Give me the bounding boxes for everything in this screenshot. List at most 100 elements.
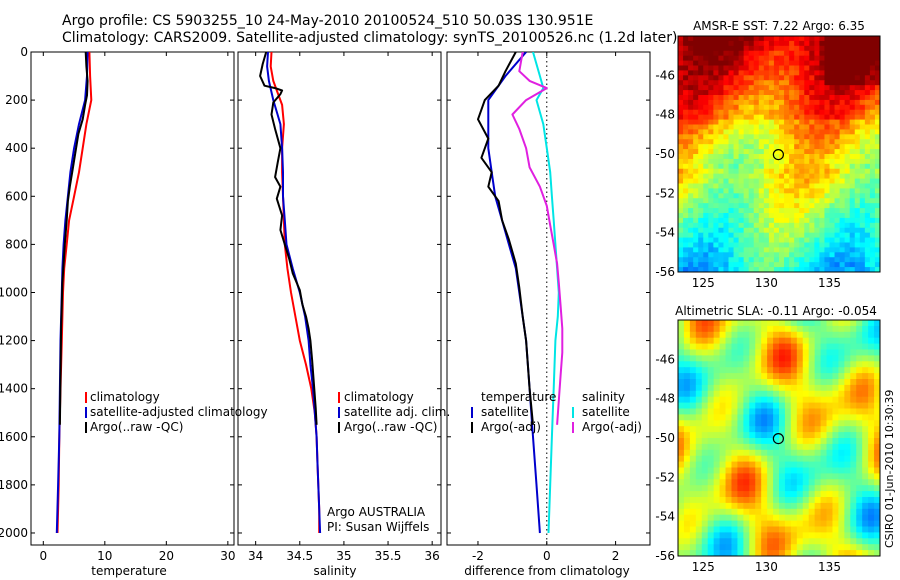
heatmap-cell (814, 449, 822, 457)
heatmap-cell (678, 485, 685, 492)
heatmap-cell (794, 139, 800, 145)
heatmap-cell (731, 538, 739, 545)
heatmap-cell (874, 438, 880, 445)
heatmap-cell (802, 408, 810, 415)
heatmap-cell (723, 40, 730, 47)
heatmap-cell (678, 420, 685, 427)
heatmap-cell (723, 262, 730, 268)
heatmap-cell (779, 139, 785, 145)
heatmap-cell (723, 50, 730, 57)
heatmap-cell (743, 257, 750, 263)
heatmap-cell (868, 349, 875, 356)
heatmap-cell (743, 262, 750, 268)
heatmap-cell (733, 188, 740, 194)
heatmap-cell (844, 242, 851, 249)
heatmap-cell (767, 526, 774, 533)
heatmap-cell (728, 139, 735, 145)
heatmap-cell (693, 119, 699, 126)
heatmap-cell (794, 80, 800, 86)
heatmap-cell (849, 178, 856, 185)
heatmap-cell (864, 163, 871, 170)
heatmap-cell (819, 217, 826, 224)
heatmap-cell (695, 455, 703, 463)
heatmap-cell (758, 80, 765, 86)
heatmap-cell (678, 337, 685, 345)
heatmap-cell (723, 183, 730, 190)
heatmap-cell (725, 325, 733, 333)
heatmap-cell (761, 455, 768, 463)
heatmap-cell (718, 149, 725, 155)
heatmap-cell (838, 514, 845, 522)
heatmap-cell (820, 443, 828, 451)
heatmap-cell (749, 325, 756, 333)
heatmap-cell (728, 40, 735, 47)
heatmap-cell (862, 414, 869, 421)
heatmap-cell (695, 491, 703, 498)
heatmap-cell (849, 80, 856, 86)
heatmap-cell (859, 242, 866, 249)
heatmap-cell (693, 237, 699, 244)
heatmap-cell (748, 124, 755, 131)
heatmap-cell (862, 491, 869, 498)
heatmap-cell (779, 402, 786, 410)
heatmap-cell (733, 129, 740, 135)
heatmap-cell (755, 550, 762, 556)
heatmap-cell (698, 193, 704, 199)
sst-heatmap (678, 36, 880, 272)
heatmap-cell (844, 449, 851, 457)
heatmap-cell (737, 432, 744, 439)
heatmap-cell (779, 75, 785, 81)
heatmap-cell (767, 461, 774, 469)
heatmap-cell (768, 104, 775, 111)
heatmap-cell (767, 331, 774, 339)
heatmap-cell (718, 222, 725, 229)
heatmap-cell (713, 36, 719, 42)
heatmap-cell (718, 198, 725, 204)
heatmap-cell (723, 267, 730, 272)
heatmap-cell (758, 198, 765, 204)
legend-label-argo: Argo(..raw -QC) (344, 420, 437, 434)
heatmap-cell (824, 203, 831, 209)
heatmap-cell (718, 114, 725, 121)
heatmap-cell (678, 349, 685, 356)
heatmap-cell (689, 396, 697, 404)
heatmap-cell (859, 257, 866, 263)
heatmap-cell (738, 183, 745, 190)
heatmap-cell (826, 349, 834, 356)
heatmap-cell (753, 134, 760, 140)
heatmap-cell (773, 331, 780, 339)
heatmap-cell (854, 70, 861, 76)
heatmap-cell (794, 252, 800, 258)
heatmap-cell (808, 491, 816, 498)
heatmap-cell (864, 119, 871, 126)
heatmap-cell (758, 50, 765, 57)
heatmap-cell (678, 461, 685, 469)
heatmap-cell (820, 343, 828, 351)
heatmap-cell (738, 65, 745, 72)
heatmap-cell (749, 461, 756, 469)
heatmap-cell (779, 60, 785, 67)
heatmap-cell (779, 119, 785, 126)
heatmap-cell (814, 373, 822, 380)
heatmap-cell (789, 144, 795, 150)
heatmap-cell (718, 232, 725, 239)
heatmap-cell (854, 173, 861, 180)
heatmap-cell (859, 80, 866, 86)
heatmap-cell (701, 390, 709, 398)
heatmap-cell (779, 520, 786, 528)
heatmap-cell (707, 502, 715, 510)
heatmap-cell (748, 104, 755, 111)
heatmap-cell (683, 158, 689, 165)
heatmap-cell (814, 70, 820, 76)
heatmap-cell (829, 95, 836, 101)
heatmap-cell (784, 158, 790, 165)
heatmap-cell (814, 40, 820, 47)
heatmap-cell (832, 426, 840, 433)
heatmap-cell (703, 55, 709, 62)
heatmap-cell (763, 80, 770, 86)
heatmap-cell (829, 60, 836, 67)
heatmap-cell (678, 36, 684, 42)
heatmap-cell (708, 55, 714, 62)
heatmap-cell (826, 426, 834, 433)
heatmap-cell (829, 208, 836, 214)
